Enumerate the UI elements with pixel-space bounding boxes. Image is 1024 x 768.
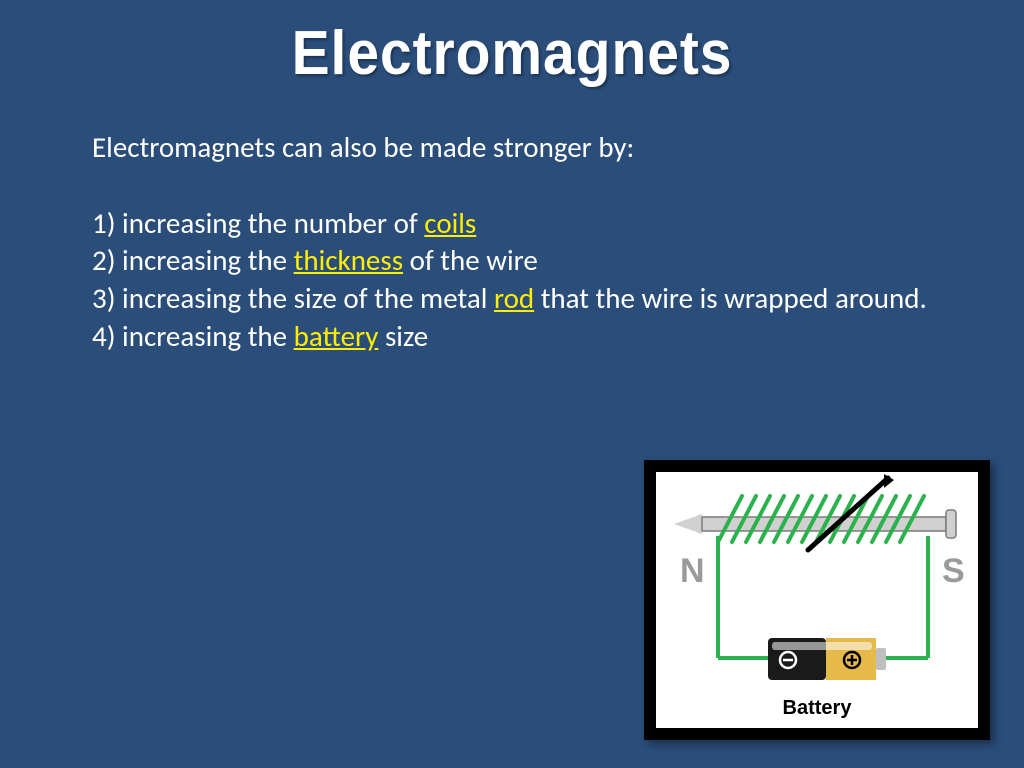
point-2: 2) increasing the thickness of the wire bbox=[92, 242, 946, 280]
point-4-pre: 4) increasing the bbox=[92, 318, 294, 354]
south-label: S bbox=[942, 552, 965, 590]
compass-needle-icon bbox=[808, 474, 894, 550]
point-4: 4) increasing the battery size bbox=[92, 318, 946, 356]
battery-caption: Battery bbox=[783, 697, 853, 719]
intro-text: Electromagnets can also be made stronger… bbox=[92, 129, 946, 167]
electromagnet-diagram: N S Battery bbox=[644, 460, 990, 740]
point-2-post: of the wire bbox=[403, 242, 538, 278]
highlight-rod: rod bbox=[494, 280, 534, 316]
point-1: 1) increasing the number of coils bbox=[92, 205, 946, 243]
point-2-pre: 2) increasing the bbox=[92, 242, 294, 278]
diagram-svg: N S Battery bbox=[656, 472, 978, 728]
point-1-pre: 1) increasing the number of bbox=[92, 205, 424, 241]
slide-body: Electromagnets can also be made stronger… bbox=[0, 89, 1024, 355]
point-3-pre: 3) increasing the size of the metal bbox=[92, 280, 494, 316]
highlight-battery: battery bbox=[294, 318, 379, 354]
point-3: 3) increasing the size of the metal rod … bbox=[92, 280, 946, 318]
point-3-post: that the wire is wrapped around. bbox=[534, 280, 927, 316]
north-label: N bbox=[680, 552, 705, 590]
battery-icon bbox=[768, 638, 886, 680]
point-4-post: size bbox=[378, 318, 428, 354]
highlight-coils: coils bbox=[424, 205, 476, 241]
diagram-canvas: N S Battery bbox=[656, 472, 978, 728]
slide-title: Electromagnets bbox=[41, 0, 983, 89]
highlight-thickness: thickness bbox=[294, 242, 403, 278]
